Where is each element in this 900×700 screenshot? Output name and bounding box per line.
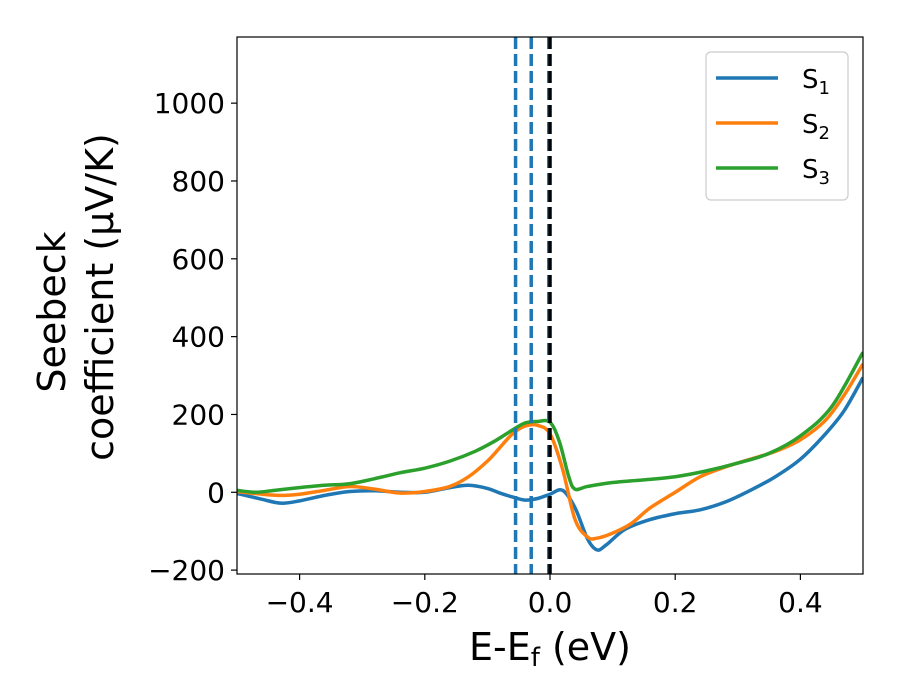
- x-tick-label: −0.2: [391, 586, 459, 619]
- x-tick-label: 0.0: [528, 586, 573, 619]
- legend-label-s1: S1: [802, 65, 830, 99]
- x-tick-label: −0.4: [266, 586, 334, 619]
- y-tick-label: −200: [148, 554, 225, 587]
- y-tick-label: 0: [207, 476, 225, 509]
- series-group: [237, 37, 863, 574]
- legend-box: [705, 51, 849, 201]
- y-axis-label-line1: Seebeck: [30, 231, 74, 392]
- y-tick-label: 600: [172, 243, 225, 276]
- legend-label-s3: S3: [802, 155, 830, 189]
- legend-label-s2: S2: [802, 110, 830, 144]
- series-line-s3: [237, 351, 863, 495]
- x-tick-label: 0.4: [778, 586, 823, 619]
- plot-area: [237, 37, 863, 574]
- y-tick-label: 800: [172, 165, 225, 198]
- y-axis-label-line2: coefficient (μV/K): [78, 133, 122, 461]
- x-tick-label: 0.2: [653, 586, 698, 619]
- axis-labels: E-Ef (eV) Seebeck coefficient (μV/K): [30, 133, 631, 673]
- y-tick-label: 1000: [154, 87, 225, 120]
- x-axis-label: E-Ef (eV): [469, 625, 631, 673]
- series-line-s1: [237, 376, 863, 552]
- y-tick-label: 400: [172, 321, 225, 354]
- axes: −0.4 −0.2 0.0 0.2 0.4 −200 0 200 400 600 800 1000: [148, 36, 864, 619]
- legend: S1 S2 S3: [705, 51, 849, 201]
- y-tick-label: 200: [172, 398, 225, 431]
